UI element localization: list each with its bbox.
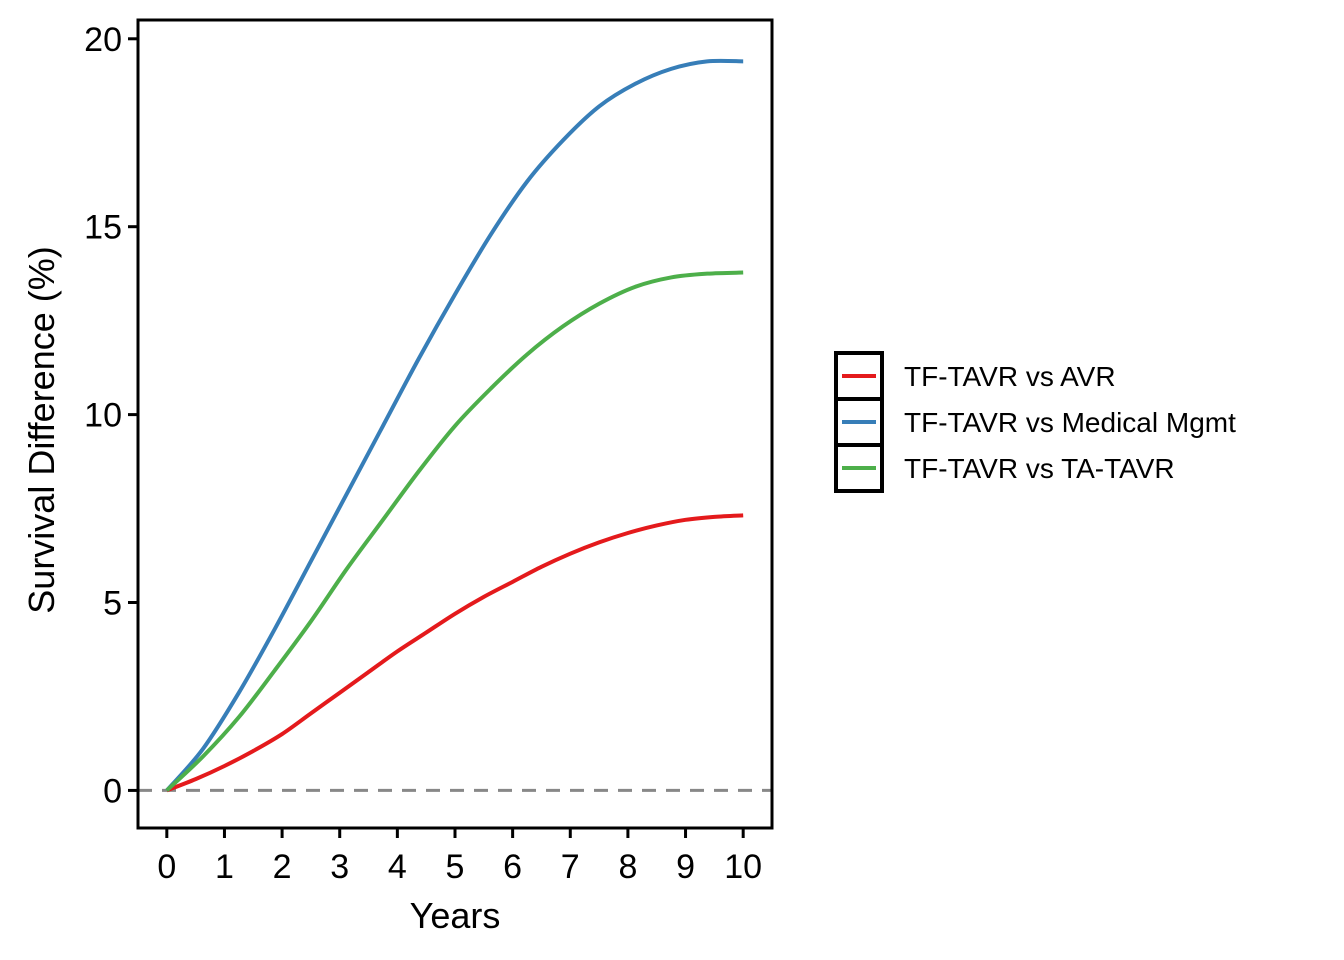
legend-label: TF-TAVR vs Medical Mgmt bbox=[904, 407, 1236, 438]
x-tick-label: 9 bbox=[676, 848, 695, 886]
plot-area bbox=[138, 58, 772, 793]
x-tick-label: 3 bbox=[330, 848, 349, 886]
x-axis-title: Years bbox=[410, 895, 501, 936]
x-tick-label: 7 bbox=[561, 848, 580, 886]
series-line-tf-tavr-vs-medical-mgmt bbox=[165, 58, 744, 792]
legend-label: TF-TAVR vs TA-TAVR bbox=[904, 453, 1175, 484]
legend: TF-TAVR vs AVR TF-TAVR vs Medical Mgmt TF-… bbox=[834, 351, 1236, 493]
legend-label: TF-TAVR vs AVR bbox=[904, 361, 1116, 392]
series-line-tf-tavr-vs-avr bbox=[166, 513, 744, 793]
x-tick-label: 2 bbox=[273, 848, 292, 886]
series-line-tf-tavr-vs-ta-tavr bbox=[165, 270, 744, 792]
y-axis-title: Survival Difference (%) bbox=[21, 246, 62, 613]
x-tick-label: 8 bbox=[618, 848, 637, 886]
y-tick-label: 10 bbox=[84, 397, 122, 435]
x-tick-label: 4 bbox=[388, 848, 407, 886]
x-tick-label: 1 bbox=[215, 848, 234, 886]
y-tick-label: 5 bbox=[103, 585, 122, 623]
x-tick-label: 0 bbox=[157, 848, 176, 886]
y-tick-label: 15 bbox=[84, 209, 122, 247]
y-tick-label: 20 bbox=[84, 21, 122, 59]
x-tick-label: 10 bbox=[724, 848, 762, 886]
y-tick-label: 0 bbox=[103, 772, 122, 810]
x-tick-label: 5 bbox=[446, 848, 465, 886]
x-tick-label: 6 bbox=[503, 848, 522, 886]
